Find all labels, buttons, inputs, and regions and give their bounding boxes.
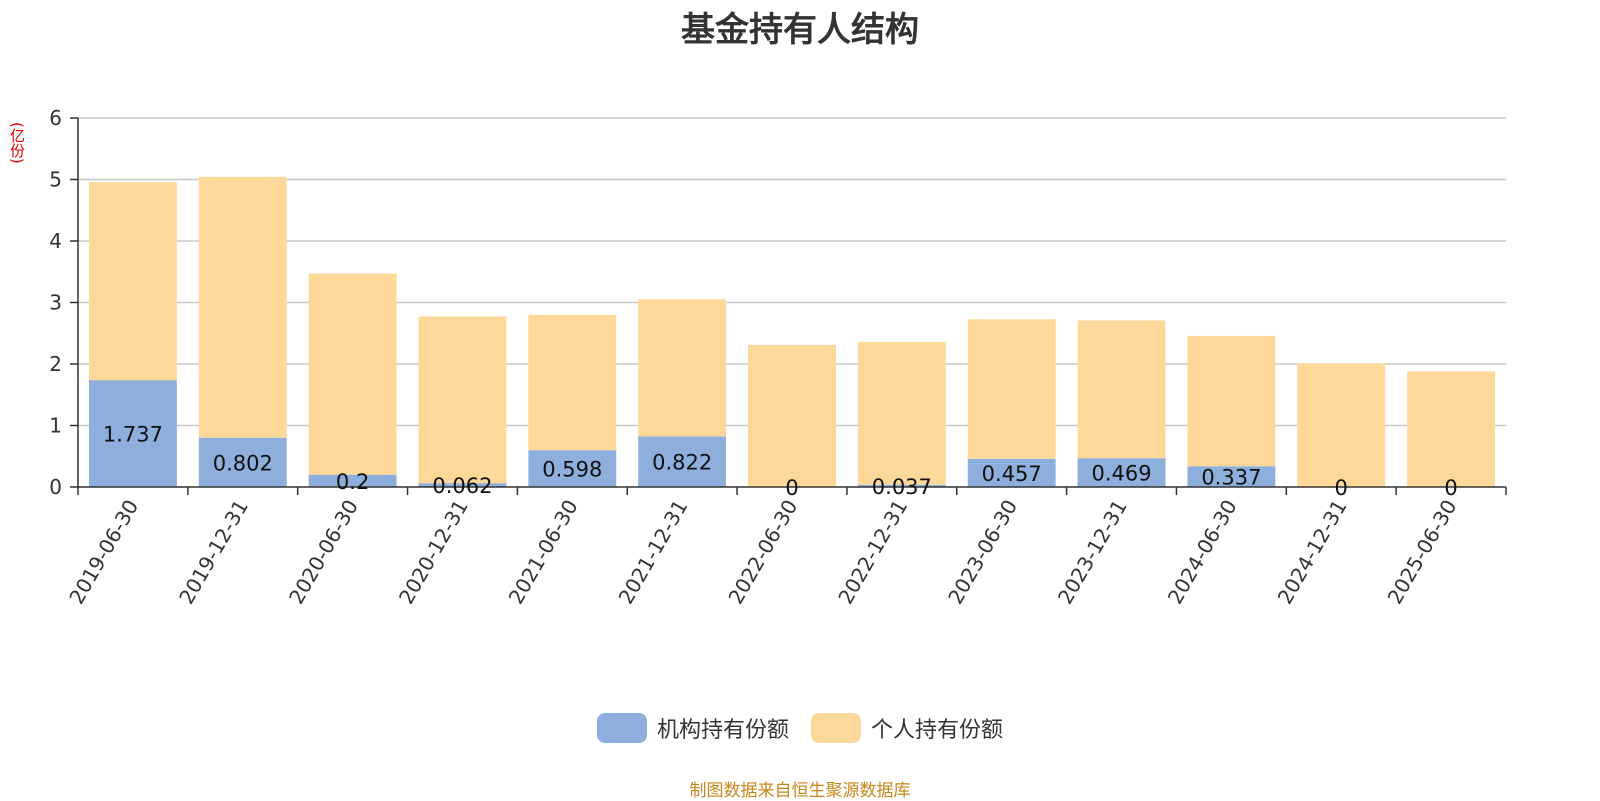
data-label: 0.822 — [652, 451, 712, 475]
x-tick-label: 2020-06-30 — [284, 496, 363, 609]
legend-label-institutional: 机构持有份额 — [656, 718, 789, 743]
data-label: 0.337 — [1201, 466, 1261, 490]
data-label: 0.2 — [336, 470, 369, 494]
x-tick-label: 2024-06-30 — [1163, 496, 1242, 609]
x-tick-label: 2025-06-30 — [1383, 496, 1462, 609]
bar-institutional — [1187, 466, 1276, 487]
bar-individual — [528, 314, 617, 451]
legend-swatch-institutional — [596, 713, 647, 743]
data-label: 0.062 — [432, 474, 492, 498]
bar-institutional — [967, 458, 1056, 487]
y-tick-label: 1 — [49, 414, 62, 438]
bar-institutional — [528, 450, 617, 487]
y-tick-label: 3 — [49, 291, 62, 315]
data-label: 0 — [785, 476, 798, 500]
y-tick-label: 2 — [49, 352, 62, 376]
y-tick-label: 4 — [49, 229, 62, 253]
data-label: 0.469 — [1091, 462, 1151, 486]
bar-individual — [857, 342, 946, 485]
bar-institutional — [198, 437, 287, 487]
y-tick-label: 6 — [49, 106, 62, 130]
x-tick-label: 2024-12-31 — [1273, 496, 1352, 609]
legend-label-individual: 个人持有份额 — [871, 718, 1004, 743]
bar-individual — [748, 344, 836, 487]
chart-title: 基金持有人结构 — [681, 10, 919, 50]
bar-individual — [1187, 335, 1276, 467]
legend: 机构持有份额 个人持有份额 — [0, 712, 1600, 744]
bar-individual — [1297, 363, 1386, 487]
x-tick-label: 2020-12-31 — [394, 496, 473, 609]
bar-individual — [1407, 371, 1496, 487]
y-tick-label: 5 — [49, 168, 62, 192]
data-labels: 1.737 0.802 0.2 0.062 0.598 0.822 0 0.037 0.457 0… — [103, 423, 1458, 500]
data-label: 0.037 — [872, 475, 932, 499]
x-tick-label: 2023-06-30 — [943, 496, 1022, 609]
data-label: 0 — [1444, 476, 1457, 500]
data-label: 0 — [1335, 476, 1348, 500]
bar-individual — [88, 182, 177, 381]
bar-institutional — [857, 484, 946, 487]
bar-individual — [308, 273, 397, 475]
x-tick-label: 2023-12-31 — [1053, 496, 1132, 609]
x-tick-label: 2021-12-31 — [614, 496, 693, 609]
data-label: 0.802 — [213, 451, 273, 475]
x-tick-label: 2021-06-30 — [504, 496, 583, 609]
bar-institutional — [638, 436, 727, 487]
legend-item-institutional[interactable]: 机构持有份额 — [596, 712, 789, 744]
bars — [88, 176, 1496, 487]
bar-individual — [967, 319, 1056, 459]
data-label: 1.737 — [103, 423, 163, 447]
legend-swatch-individual — [811, 713, 861, 743]
x-tick-label: 2019-06-30 — [64, 496, 143, 609]
bar-individual — [418, 316, 507, 484]
x-tick-label: 2022-06-30 — [723, 496, 802, 609]
x-tick-label: 2022-12-31 — [833, 496, 912, 609]
bar-individual — [638, 299, 727, 437]
bar-institutional — [418, 483, 507, 487]
x-tick-label: 2019-12-31 — [174, 496, 253, 609]
bar-institutional — [1077, 458, 1166, 487]
bar-individual — [198, 176, 287, 438]
data-source-note: 制图数据来自恒生聚源数据库 — [689, 781, 911, 801]
data-label: 0.598 — [542, 458, 602, 482]
data-label: 0.457 — [982, 462, 1042, 486]
y-tick-label: 0 — [49, 475, 62, 499]
bar-institutional — [308, 474, 397, 487]
legend-item-individual[interactable]: 个人持有份额 — [811, 712, 1003, 744]
bar-institutional — [88, 380, 177, 487]
y-axis-unit-label: (亿份) — [8, 122, 26, 164]
bar-individual — [1077, 320, 1166, 459]
